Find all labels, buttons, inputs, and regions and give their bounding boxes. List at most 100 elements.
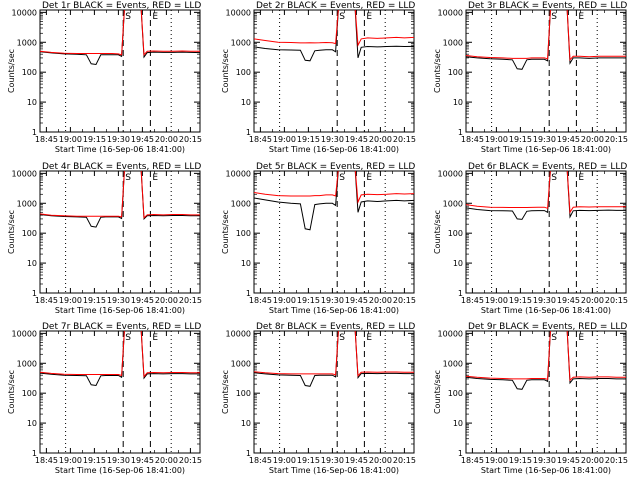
panel-title: Det 3r BLACK = Events, RED = LLD [468,1,627,11]
y-tick-label: 10 [27,259,37,268]
x-tick-label: 19:15 [297,135,320,144]
y-tick-label: 10 [27,419,37,428]
x-tick-label: 18:45 [461,135,484,144]
y-tick-label: 1000 [17,38,37,47]
y-tick-label: 100 [448,389,463,398]
series-line-events [254,331,414,387]
y-tick-label: 100 [448,229,463,238]
x-tick-label: 19:45 [131,456,154,465]
x-tick-label: 19:45 [557,456,580,465]
marker-label-s: S [551,12,557,22]
y-tick-label: 1000 [231,359,251,368]
x-tick-label: 19:45 [345,135,368,144]
detector-panel-5: Det 5r BLACK = Events, RED = LLD 1 10 100 10… [221,162,416,315]
x-tick-label: 20:15 [393,456,416,465]
y-tick-label: 10 [453,259,463,268]
x-tick-label: 20:00 [369,456,392,465]
x-tick-label: 19:00 [485,135,508,144]
x-tick-label: 20:15 [179,456,202,465]
x-tick-label: 19:00 [59,135,82,144]
marker-label-e: E [152,333,158,343]
y-tick-label: 1000 [443,359,463,368]
y-tick-label: 10000 [438,169,463,178]
x-tick-label: 20:15 [605,456,628,465]
x-tick-label: 20:15 [605,135,628,144]
x-tick-label: 19:15 [297,456,320,465]
series-line-events [254,10,414,62]
panel-title: Det 2r BLACK = Events, RED = LLD [256,1,415,11]
x-tick-label: 19:45 [131,296,154,305]
marker-label-e: E [152,173,158,183]
marker-label-s: S [339,12,345,22]
marker-label-e: E [366,333,372,343]
panel-title: Det 4r BLACK = Events, RED = LLD [42,162,201,172]
y-tick-label: 1 [32,289,37,298]
y-tick-label: 1 [246,449,251,458]
marker-label-s: S [125,173,131,183]
panel-title: Det 8r BLACK = Events, RED = LLD [256,322,415,332]
y-tick-label: 100 [448,68,463,77]
y-tick-label: 1000 [17,359,37,368]
y-tick-label: 100 [22,229,37,238]
x-tick-label: 18:45 [249,296,272,305]
y-tick-label: 10000 [226,329,251,338]
x-axis-label: Start Time (16-Sep-06 18:41:00) [55,306,185,315]
y-tick-label: 10 [453,419,463,428]
marker-label-e: E [366,173,372,183]
x-tick-label: 19:30 [321,456,344,465]
x-tick-label: 19:30 [107,135,130,144]
marker-label-e: E [152,12,158,22]
series-line-lld [254,331,414,378]
y-tick-label: 1 [32,449,37,458]
x-tick-label: 20:15 [179,135,202,144]
series-line-events [254,171,414,231]
y-tick-label: 10 [241,259,251,268]
x-axis-label: Start Time (16-Sep-06 18:41:00) [269,306,399,315]
plot-frame [465,9,627,133]
panel-title: Det 5r BLACK = Events, RED = LLD [256,162,415,172]
marker-label-s: S [551,173,557,183]
series-line-lld [254,171,414,204]
y-tick-label: 1000 [443,199,463,208]
detector-panel-2: Det 2r BLACK = Events, RED = LLD 1 10 100 10… [221,1,416,154]
y-tick-label: 1 [246,128,251,137]
y-axis-label: Counts/sec [221,49,230,93]
y-axis-label: Counts/sec [221,210,230,254]
x-tick-label: 19:30 [107,296,130,305]
y-tick-label: 10000 [438,329,463,338]
y-tick-label: 100 [22,389,37,398]
plot-frame [253,330,415,454]
x-tick-label: 20:00 [369,135,392,144]
y-tick-label: 10 [241,419,251,428]
y-axis-label: Counts/sec [7,210,16,254]
x-tick-label: 19:45 [557,296,580,305]
plot-frame [253,170,415,294]
x-tick-label: 20:00 [581,296,604,305]
y-axis-label: Counts/sec [7,370,16,414]
x-tick-label: 19:15 [83,456,106,465]
x-tick-label: 19:15 [509,296,532,305]
y-tick-label: 10000 [226,169,251,178]
x-axis-label: Start Time (16-Sep-06 18:41:00) [481,466,611,475]
x-axis-label: Start Time (16-Sep-06 18:41:00) [55,466,185,475]
marker-label-s: S [339,173,345,183]
series-line-lld [466,331,626,382]
series-line-events [466,10,626,70]
marker-label-s: S [125,12,131,22]
marker-label-e: E [578,333,584,343]
x-tick-label: 20:00 [155,296,178,305]
x-axis-label: Start Time (16-Sep-06 18:41:00) [269,145,399,154]
x-tick-label: 19:30 [533,135,556,144]
y-axis-label: Counts/sec [433,49,442,93]
detector-panel-1: Det 1r BLACK = Events, RED = LLD 1 10 100 10… [7,1,202,154]
x-tick-label: 19:15 [83,296,106,305]
x-tick-label: 19:30 [533,296,556,305]
marker-label-s: S [125,333,131,343]
plot-frame [465,330,627,454]
series-line-events [40,10,200,66]
y-tick-label: 1 [32,128,37,137]
series-line-lld [466,10,626,62]
detector-panel-6: Det 6r BLACK = Events, RED = LLD 1 10 100 10… [433,162,628,315]
detector-panel-9: Det 9r BLACK = Events, RED = LLD 1 10 100 10… [433,322,628,475]
